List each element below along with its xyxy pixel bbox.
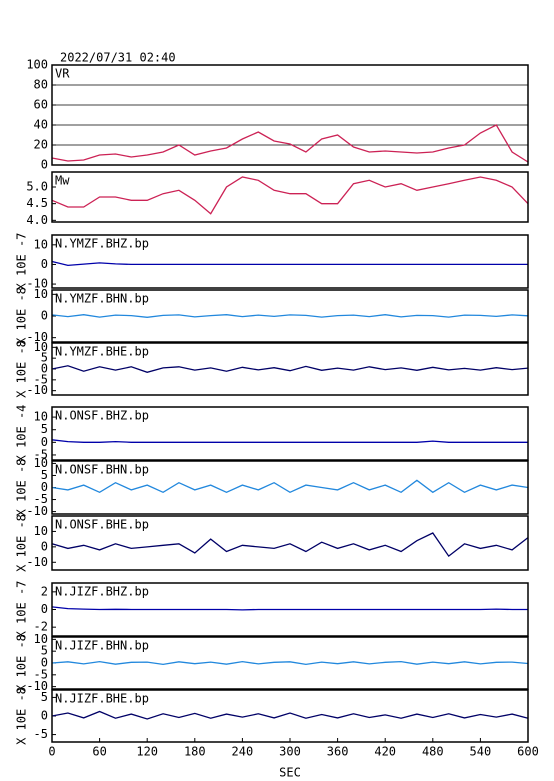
panel-label: N.JIZF.BHN.bp [55,639,149,653]
unit-label: X 10E -8 [15,634,29,692]
y-tick-label: -10 [26,277,48,291]
x-tick-label: 0 [48,745,55,759]
panel-frame [51,289,529,343]
trace [51,606,528,611]
panel-frame [51,515,529,571]
x-axis-label: SEC [279,766,301,780]
x-tick-label: 420 [374,745,396,759]
trace [51,660,529,666]
x-tick-label: 360 [327,745,349,759]
y-tick-label: -10 [26,330,48,344]
y-tick-label: 60 [34,98,48,112]
y-tick-label: -10 [26,504,48,518]
x-tick-label: 240 [232,745,254,759]
panel-frame [51,234,529,289]
y-tick-label: 0 [41,539,48,553]
y-tick-label: 0 [41,158,48,172]
y-tick-label: -10 [26,383,48,397]
y-tick-label: 0 [41,602,48,616]
y-tick-label: 5 [41,351,48,365]
panel-label: N.JIZF.BHE.bp [55,692,149,706]
unit-label: X 10E -8 [15,514,29,572]
chart-title: 2022/07/31 02:40 [60,51,176,65]
y-tick-label: 4.0 [26,213,48,227]
unit-label: X 10E -7 [15,581,29,639]
panel-label: N.ONSF.BHZ.bp [55,409,149,423]
y-tick-label: -5 [34,727,48,741]
panel-label: VR [55,67,70,81]
y-tick-label: 0 [41,257,48,271]
y-tick-label: 10 [34,237,48,251]
y-tick-label: 0 [41,362,48,376]
y-tick-label: 0 [41,435,48,449]
panel-frame [51,171,529,223]
panel-frame [51,636,529,690]
y-tick-label: 0 [41,480,48,494]
x-tick-label: 480 [422,745,444,759]
y-tick-label: 5.0 [26,180,48,194]
y-tick-label: -10 [26,679,48,693]
y-tick-label: 100 [26,58,48,72]
x-tick-label: 60 [92,745,106,759]
y-tick-label: 5 [41,468,48,482]
panel-label: N.ONSF.BHE.bp [55,518,149,532]
y-tick-label: 10 [34,287,48,301]
trace [51,124,529,163]
unit-label: X 10E -8 [15,287,29,345]
panel-frame [51,582,529,637]
y-tick-label: 0 [41,656,48,670]
y-tick-label: 2 [41,584,48,598]
panel-frame [51,64,529,166]
y-tick-label: -5 [34,447,48,461]
panel-label: N.ONSF.BHN.bp [55,463,149,477]
unit-label: X 10E -8 [15,340,29,398]
y-tick-label: 40 [34,118,48,132]
panel-frame [51,460,529,515]
y-tick-label: 10 [34,456,48,470]
trace [51,532,529,558]
trace [51,365,529,373]
trace [51,479,529,494]
trace [51,439,528,443]
unit-label: X 10E -7 [15,233,29,291]
x-tick-label: 180 [184,745,206,759]
unit-label: X 10E -8 [15,459,29,517]
y-tick-label: 10 [34,410,48,424]
panel-label: N.JIZF.BHZ.bp [55,585,149,599]
y-tick-label: 5 [41,644,48,658]
panel-label: Mw [55,174,70,188]
y-tick-label: 4.5 [26,196,48,210]
y-tick-label: -5 [34,372,48,386]
panel-label: N.YMZF.BHE.bp [55,345,149,359]
y-tick-label: 10 [34,632,48,646]
trace [51,314,529,318]
trace [51,710,529,720]
y-tick-label: 80 [34,78,48,92]
trace [51,176,529,215]
unit-label: X 10E -8 [15,687,29,745]
x-tick-label: 540 [470,745,492,759]
y-tick-label: 20 [34,138,48,152]
x-tick-label: 120 [136,745,158,759]
y-tick-label: 10 [34,524,48,538]
panel-frame [51,406,529,461]
x-tick-label: 300 [279,745,301,759]
x-tick-label: 600 [517,745,539,759]
y-tick-label: 5 [41,690,48,704]
panel-frame [51,342,529,396]
y-tick-label: 0 [41,309,48,323]
unit-label: X 10E -4 [15,405,29,463]
y-tick-label: -10 [26,555,48,569]
y-tick-label: 10 [34,340,48,354]
trace [51,260,528,267]
y-tick-label: 5 [41,422,48,436]
y-tick-label: -5 [34,492,48,506]
y-tick-label: 0 [41,709,48,723]
panel-label: N.YMZF.BHZ.bp [55,237,149,251]
panel-label: N.YMZF.BHN.bp [55,292,149,306]
y-tick-label: -5 [34,667,48,681]
y-tick-label: -2 [34,620,48,634]
